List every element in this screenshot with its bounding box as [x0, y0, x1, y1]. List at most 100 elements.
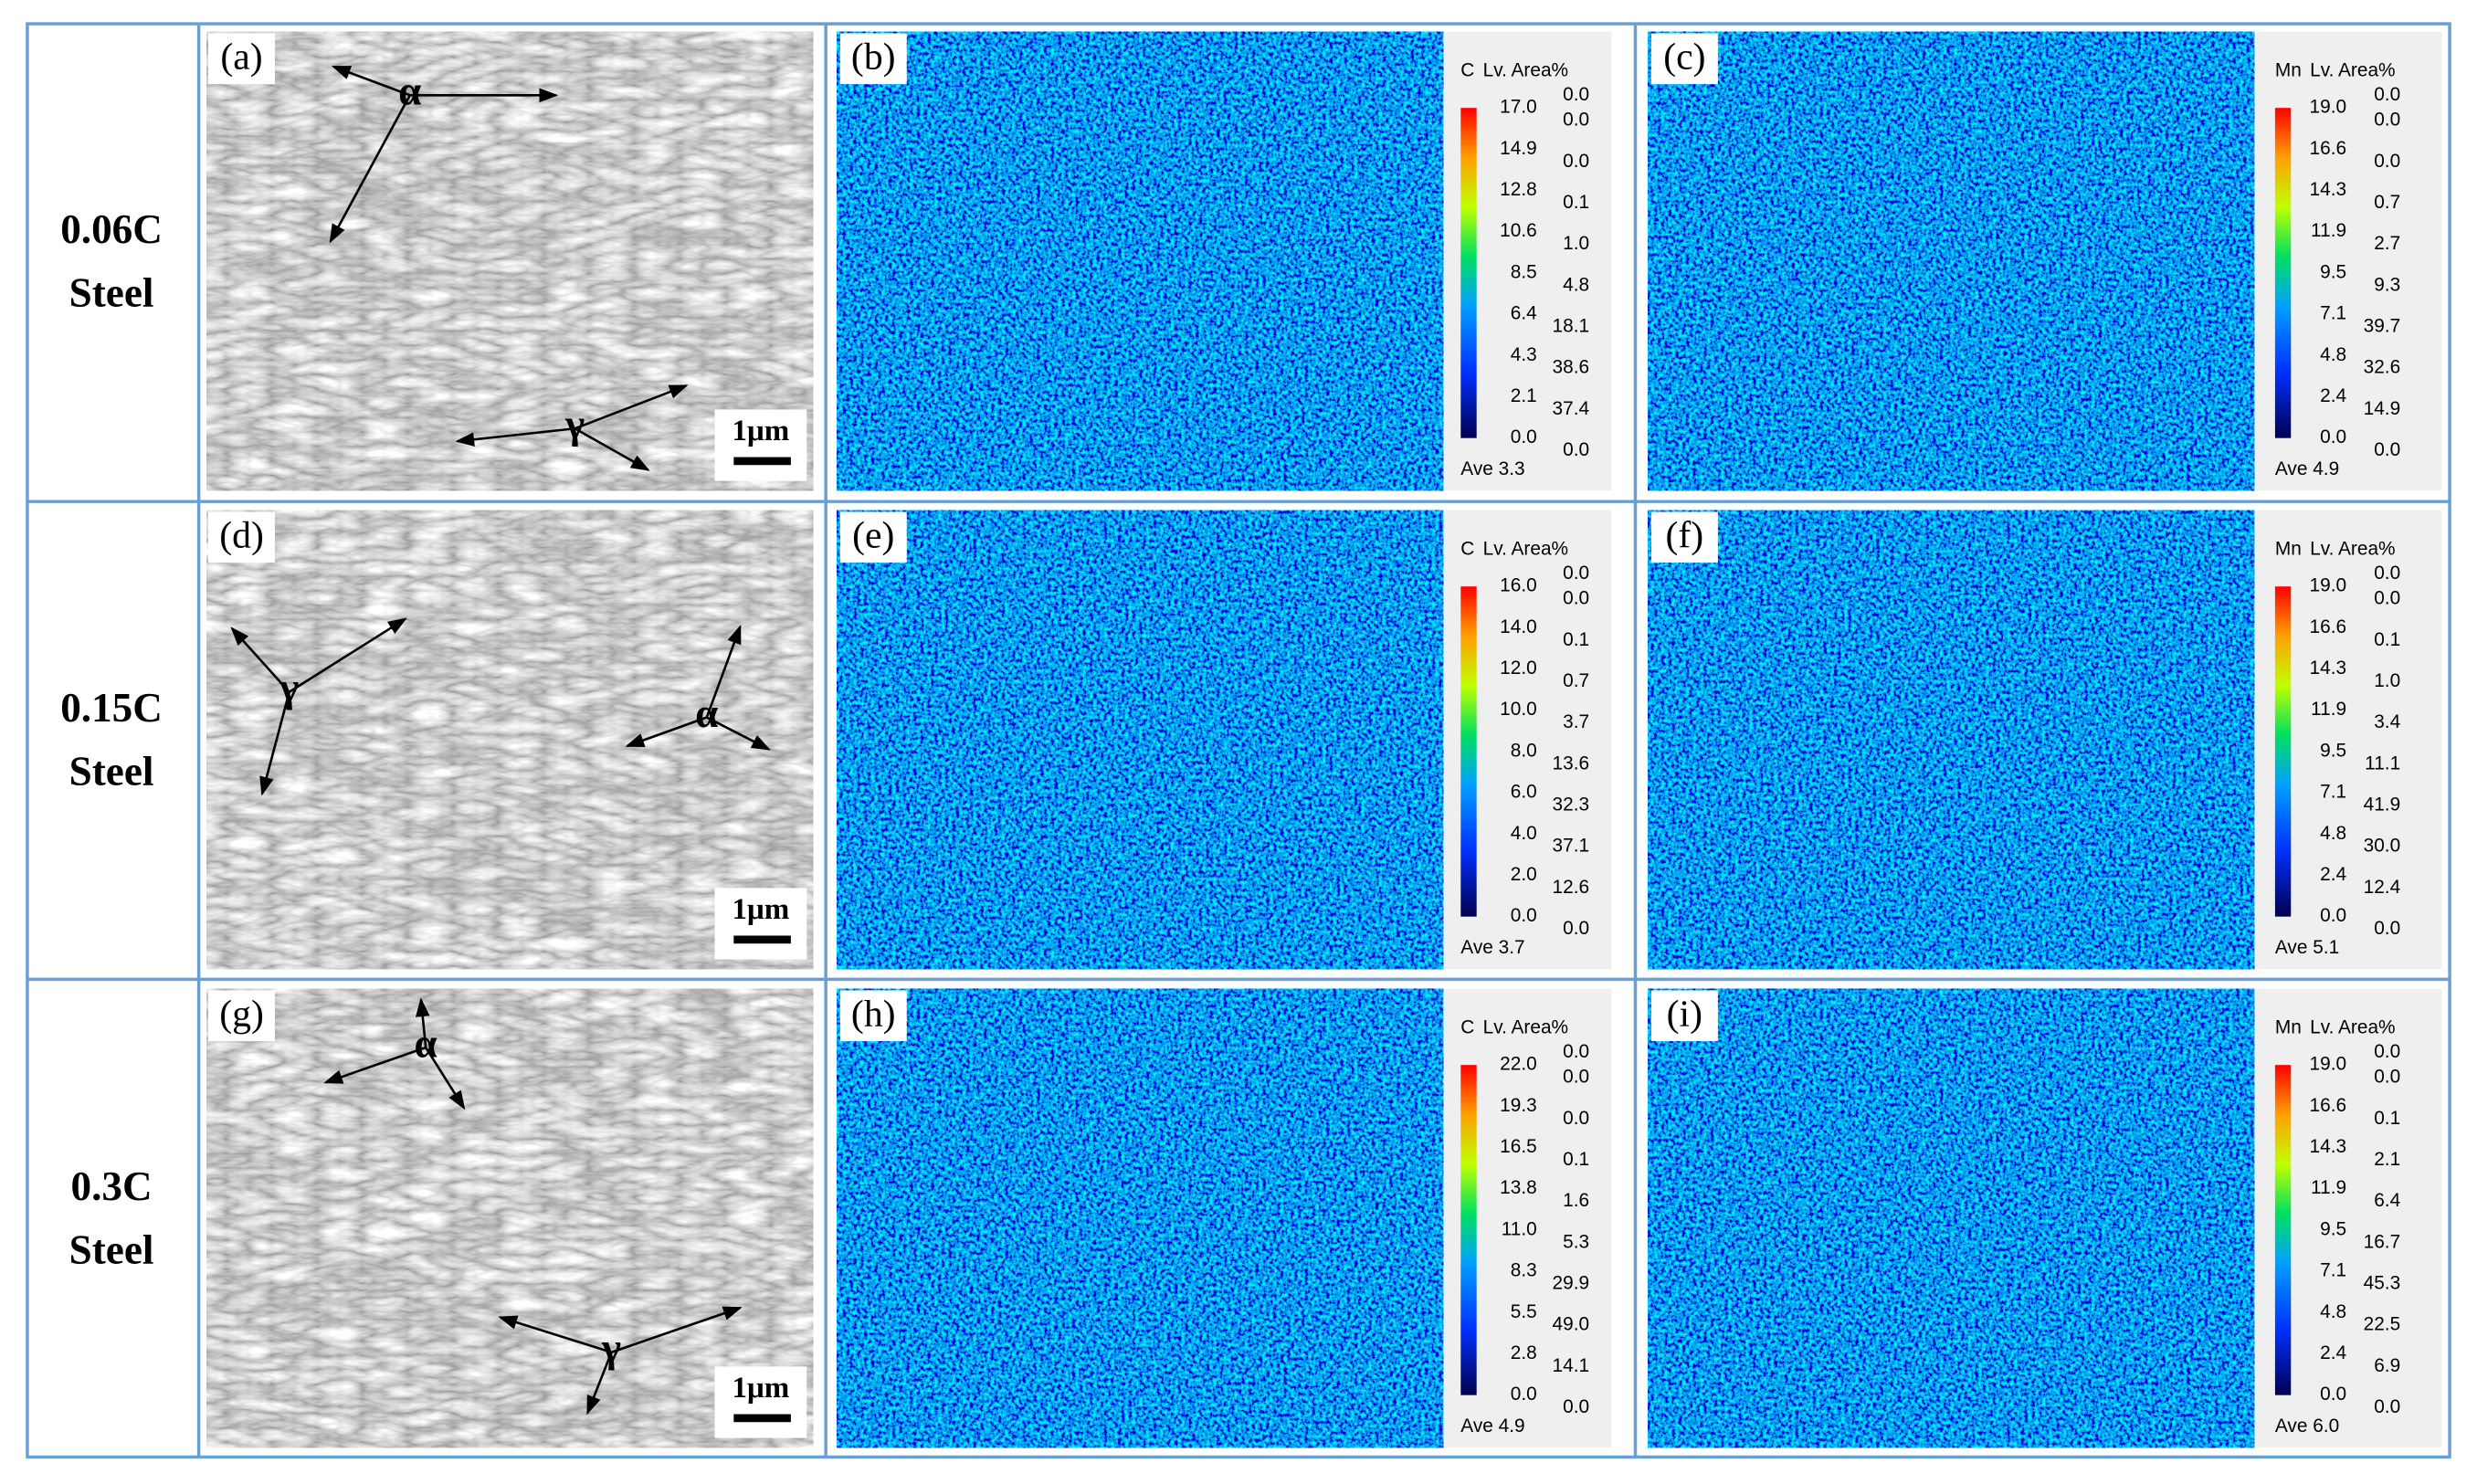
area-label: 0.0 — [2374, 84, 2400, 105]
level-label: 5.5 — [1511, 1301, 1537, 1322]
area-label: 0.0 — [1563, 1108, 1589, 1129]
panel-label-bg — [839, 33, 907, 85]
level-label: 0.0 — [1511, 1384, 1537, 1405]
panel-label-bg — [1650, 990, 1718, 1042]
row-label: 0.15C — [60, 685, 163, 731]
panel-label: (b) — [851, 37, 896, 79]
legend-element: Mn — [2275, 60, 2302, 81]
scale-bar — [733, 457, 791, 466]
area-label: 0.7 — [2374, 192, 2400, 213]
area-label: 0.0 — [1563, 439, 1589, 460]
panel-label-bg — [208, 990, 276, 1042]
area-label: 16.7 — [2364, 1231, 2401, 1252]
panel-label-bg — [1650, 511, 1718, 563]
arrow — [574, 427, 650, 471]
area-label: 6.4 — [2374, 1190, 2400, 1211]
area-label: 18.1 — [1553, 316, 1590, 337]
area-label: 0.0 — [1563, 918, 1589, 939]
level-label: 9.5 — [2320, 1218, 2346, 1239]
color-bar — [2274, 108, 2292, 438]
level-label: 2.4 — [2320, 1342, 2346, 1363]
legend-element: Mn — [2275, 539, 2302, 560]
area-label: 1.0 — [2374, 670, 2400, 691]
scale-bar — [733, 1414, 791, 1423]
legend-header: Lv. Area% — [1483, 1017, 1568, 1038]
eds-map — [837, 510, 1444, 970]
level-label: 17.0 — [1500, 97, 1537, 118]
area-label: 0.1 — [2374, 629, 2400, 650]
level-label: 7.1 — [2320, 782, 2346, 803]
arrow — [425, 1047, 466, 1110]
legend-average: Ave 4.9 — [2275, 458, 2339, 479]
color-bar — [1460, 586, 1477, 917]
legend-element: C — [1460, 1017, 1474, 1038]
area-label: 0.0 — [1563, 110, 1589, 131]
area-label: 12.4 — [2364, 877, 2401, 898]
area-label: 38.6 — [1553, 357, 1590, 378]
level-label: 10.0 — [1500, 699, 1537, 720]
area-label: 32.6 — [2364, 357, 2401, 378]
arrow — [259, 691, 290, 796]
area-label: 0.0 — [2374, 588, 2400, 609]
phase-label: α — [695, 690, 718, 736]
phase-label: γ — [279, 665, 299, 710]
area-label: 9.3 — [2374, 274, 2400, 295]
scale-bar-label: 1μm — [733, 1372, 790, 1405]
area-label: 22.5 — [2364, 1314, 2401, 1335]
scale-bar-label: 1μm — [733, 893, 790, 926]
row-label: Steel — [69, 1226, 154, 1272]
legend-average: Ave 3.7 — [1460, 937, 1524, 958]
area-label: 0.1 — [1563, 1149, 1589, 1170]
arrow — [329, 94, 411, 244]
panel-label: (h) — [851, 994, 896, 1036]
scale-bar-bg — [714, 409, 807, 481]
legend-element: C — [1460, 539, 1474, 560]
level-label: 0.0 — [1511, 905, 1537, 926]
level-label: 10.6 — [1500, 220, 1537, 241]
arrow — [323, 1046, 427, 1084]
scale-bar-label: 1μm — [733, 415, 790, 447]
panel-label: (e) — [852, 515, 894, 557]
area-label: 0.0 — [1563, 563, 1589, 584]
area-label: 0.0 — [1563, 1067, 1589, 1088]
panel-label-bg — [1650, 33, 1718, 85]
eds-map — [1648, 510, 2255, 970]
level-label: 0.0 — [2320, 1384, 2346, 1405]
level-label: 2.4 — [2320, 864, 2346, 885]
level-label: 11.9 — [2311, 220, 2346, 241]
area-label: 3.7 — [1563, 711, 1589, 732]
area-label: 4.8 — [1563, 274, 1589, 295]
phase-label: α — [398, 68, 421, 114]
area-label: 0.1 — [1563, 192, 1589, 213]
panel-label: (g) — [219, 994, 264, 1036]
level-label: 11.0 — [1502, 1218, 1537, 1239]
area-label: 0.0 — [1563, 84, 1589, 105]
sem-image — [206, 510, 814, 970]
area-label: 2.1 — [2374, 1149, 2400, 1170]
color-bar — [1460, 108, 1477, 438]
level-label: 0.0 — [2320, 905, 2346, 926]
level-label: 0.0 — [2320, 426, 2346, 447]
area-label: 3.4 — [2374, 711, 2400, 732]
area-label: 49.0 — [1553, 1314, 1590, 1335]
area-label: 2.7 — [2374, 233, 2400, 254]
legend-average: Ave 4.9 — [1460, 1416, 1524, 1437]
eds-map — [837, 31, 1444, 491]
arrow — [498, 1315, 612, 1353]
level-label: 16.5 — [1500, 1136, 1537, 1157]
level-label: 19.0 — [2310, 1054, 2347, 1075]
area-label: 0.1 — [1563, 629, 1589, 650]
level-label: 14.9 — [1500, 138, 1537, 159]
area-label: 14.9 — [2364, 398, 2401, 419]
area-label: 0.0 — [2374, 918, 2400, 939]
area-label: 0.0 — [1563, 1396, 1589, 1417]
panel-label-bg — [839, 990, 907, 1042]
area-label: 0.0 — [1563, 1041, 1589, 1062]
area-label: 0.0 — [2374, 1067, 2400, 1088]
level-label: 8.3 — [1511, 1260, 1537, 1281]
area-label: 0.0 — [2374, 439, 2400, 460]
level-label: 13.8 — [1500, 1177, 1537, 1198]
arrow — [625, 716, 708, 748]
level-label: 8.0 — [1511, 740, 1537, 761]
level-label: 2.1 — [1511, 385, 1537, 406]
